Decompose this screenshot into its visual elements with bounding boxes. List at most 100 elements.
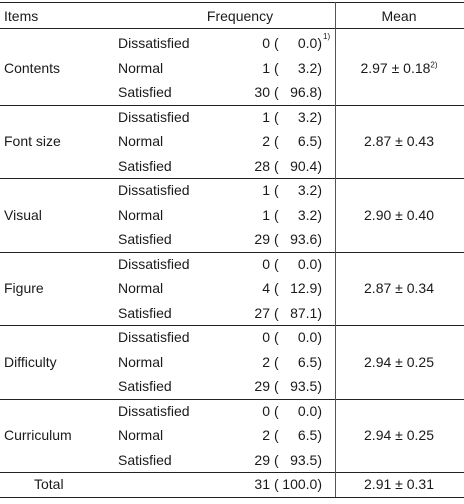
total-percent: 100.0): [282, 476, 322, 492]
mean-value: 2.97: [360, 59, 388, 76]
count-value: 30: [254, 84, 270, 100]
percent-text: 3.2): [297, 182, 322, 198]
mean-sd-value: 2.90 ± 0.40: [335, 207, 463, 223]
count-value: 1: [262, 59, 270, 76]
level-label: Satisfied: [118, 451, 172, 468]
plus-minus-sign: ±: [395, 427, 403, 443]
group-separator-rule: [0, 105, 464, 106]
open-paren: (: [274, 206, 279, 223]
open-paren: (: [274, 304, 279, 321]
percent-text: 93.6): [290, 231, 322, 247]
open-paren: (: [274, 427, 279, 443]
percent-text: 3.2): [297, 59, 322, 76]
mean-sd-value: 2.94 ± 0.25: [335, 427, 463, 443]
level-label: Normal: [118, 427, 164, 443]
open-paren: (: [274, 280, 279, 296]
footnote-marker: 1): [323, 32, 331, 41]
mean-value: 2.94: [364, 427, 392, 443]
open-paren: (: [274, 108, 279, 125]
count-value: 0: [262, 255, 270, 272]
percent-text: 0.0): [297, 255, 322, 272]
percent-value: 93.5): [272, 378, 322, 394]
count-value: 1: [262, 206, 270, 223]
table-header-rule: [0, 28, 464, 29]
percent-value: 6.5): [272, 133, 322, 149]
total-count: 31: [254, 476, 270, 492]
percent-value: 0.0): [272, 403, 322, 419]
percent-text: 0.0): [297, 35, 322, 51]
open-paren: (: [274, 133, 279, 149]
count-value: 2: [262, 353, 270, 370]
table-top-rule: [0, 2, 464, 3]
level-label: Dissatisfied: [118, 35, 190, 51]
level-label: Normal: [118, 133, 164, 149]
count-value: 1: [262, 108, 270, 125]
count-value: 4: [262, 280, 270, 296]
percent-text: 87.1): [290, 304, 322, 321]
open-paren: (: [274, 451, 279, 468]
percent-value: 93.5): [272, 452, 322, 468]
percent-text: 6.5): [297, 133, 322, 149]
count-value: 2: [262, 427, 270, 443]
total-label: Total: [34, 476, 64, 492]
open-paren: (: [274, 84, 279, 100]
sd-value: 0.43: [406, 133, 434, 149]
item-label: Font size: [4, 133, 61, 149]
item-label: Difficulty: [4, 353, 57, 370]
percent-text: 0.0): [297, 329, 322, 345]
total-mean-sd: 2.91 ± 0.31: [335, 476, 463, 492]
level-label: Dissatisfied: [118, 182, 190, 198]
sd-value: 0.40: [406, 206, 434, 223]
level-label: Normal: [118, 353, 164, 370]
mean-sd-value: 2.87 ± 0.43: [335, 133, 463, 149]
level-label: Normal: [118, 59, 164, 76]
count-value: 27: [254, 304, 270, 321]
footnote-marker: 2): [430, 59, 438, 69]
percent-text: 90.4): [290, 157, 322, 174]
mean-value: 2.94: [364, 353, 392, 370]
group-separator-rule: [0, 252, 464, 253]
count-value: 29: [254, 378, 270, 394]
count-value: 29: [254, 451, 270, 468]
open-paren: (: [274, 402, 279, 419]
item-label: Curriculum: [4, 427, 72, 443]
percent-text: 3.2): [297, 108, 322, 125]
mean-sd-value: 2.97 ± 0.182): [335, 60, 463, 76]
item-label: Visual: [4, 206, 42, 223]
count-value: 2: [262, 133, 270, 149]
percent-value: 3.2): [272, 182, 322, 198]
level-label: Normal: [118, 206, 164, 223]
open-paren: (: [274, 329, 279, 345]
group-separator-rule: [0, 325, 464, 326]
percent-text: 96.8): [290, 84, 322, 100]
group-separator-rule: [0, 178, 464, 179]
count-value: 0: [262, 402, 270, 419]
percent-text: 6.5): [297, 427, 322, 443]
mean-value: 2.87: [364, 133, 392, 149]
sd-value: 0.18: [403, 59, 431, 76]
level-label: Satisfied: [118, 304, 172, 321]
group-separator-rule: [0, 399, 464, 400]
count-value: 1: [262, 182, 270, 198]
count-value: 0: [262, 329, 270, 345]
plus-minus-sign: ±: [395, 280, 403, 296]
percent-value: 6.5): [272, 427, 322, 443]
percent-value: 12.9): [272, 280, 322, 296]
percent-text: 12.9): [290, 280, 322, 296]
level-label: Satisfied: [118, 157, 172, 174]
mean-value: 2.90: [364, 206, 392, 223]
level-label: Satisfied: [118, 378, 172, 394]
item-label: Figure: [4, 280, 44, 296]
open-paren: (: [274, 59, 279, 76]
percent-value: 0.0): [272, 329, 322, 345]
total-sd: 0.31: [406, 476, 434, 492]
percent-text: 6.5): [297, 353, 322, 370]
level-label: Dissatisfied: [118, 255, 190, 272]
level-label: Normal: [118, 280, 164, 296]
open-paren: (: [274, 378, 279, 394]
plus-minus-sign: ±: [391, 59, 400, 76]
header-frequency: Frequency: [206, 8, 274, 24]
group-separator-rule: [0, 472, 464, 473]
mean-column-divider: [335, 2, 336, 497]
